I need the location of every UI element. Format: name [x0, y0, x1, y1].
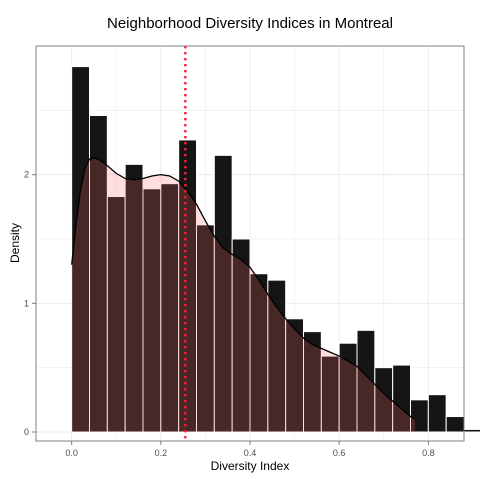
density-curve — [71, 157, 416, 420]
histogram-bar — [463, 428, 480, 433]
histogram-bar — [445, 416, 465, 433]
x-axis-title: Diversity Index — [211, 459, 290, 473]
x-tick-label: 0.4 — [244, 448, 257, 458]
x-tick-label: 0.6 — [333, 448, 346, 458]
y-axis-title: Density — [8, 223, 22, 263]
x-tick-label: 0.0 — [65, 448, 78, 458]
x-axis-ticks: 0.0 0.2 0.4 0.6 0.8 — [65, 441, 435, 458]
chart-title: Neighborhood Diversity Indices in Montre… — [107, 15, 393, 32]
histogram-bar — [427, 394, 447, 433]
y-tick-label: 1 — [24, 298, 29, 308]
histogram-bars — [71, 66, 480, 433]
x-tick-label: 0.2 — [155, 448, 168, 458]
y-tick-label: 0 — [24, 427, 29, 437]
histogram-bar — [392, 364, 411, 433]
y-axis-ticks: 0 1 2 — [24, 170, 36, 437]
x-tick-label: 0.8 — [422, 448, 435, 458]
density-area — [71, 157, 415, 432]
y-tick-label: 2 — [24, 170, 29, 180]
